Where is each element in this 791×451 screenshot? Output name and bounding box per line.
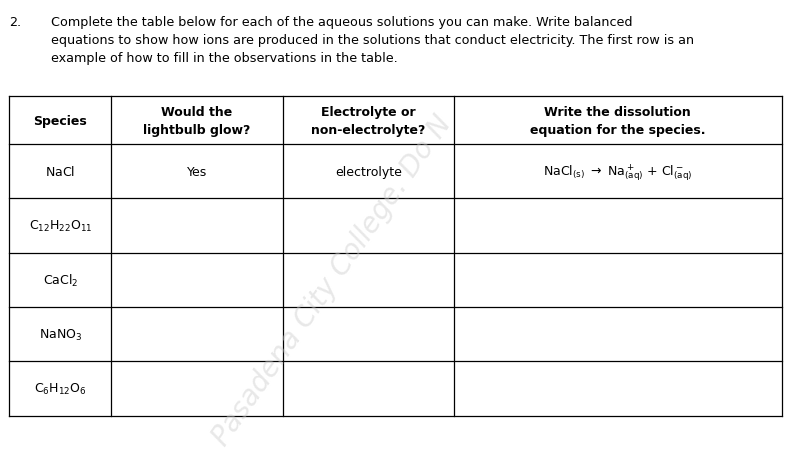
Text: Complete the table below for each of the aqueous solutions you can make. Write b: Complete the table below for each of the… (51, 16, 694, 64)
Text: $\mathregular{C_6H_{12}O_6}$: $\mathregular{C_6H_{12}O_6}$ (34, 381, 87, 396)
Text: $\mathregular{C_{12}H_{22}O_{11}}$: $\mathregular{C_{12}H_{22}O_{11}}$ (28, 218, 93, 234)
Text: $\mathregular{NaCl_{(s)}}$ $\rightarrow$ $\mathregular{Na^+_{(aq)}}$ + $\mathreg: $\mathregular{NaCl_{(s)}}$ $\rightarrow$… (543, 161, 693, 182)
Text: 2.: 2. (9, 16, 21, 29)
Text: Pasadena City College. Do N: Pasadena City College. Do N (207, 110, 457, 450)
Text: $\mathregular{NaCl}$: $\mathregular{NaCl}$ (45, 165, 75, 179)
Text: Would the
lightbulb glow?: Would the lightbulb glow? (143, 106, 251, 136)
Text: Write the dissolution
equation for the species.: Write the dissolution equation for the s… (530, 106, 706, 136)
Text: electrolyte: electrolyte (335, 166, 402, 178)
Text: Species: Species (33, 115, 87, 127)
Text: $\mathregular{CaCl_2}$: $\mathregular{CaCl_2}$ (43, 272, 78, 288)
Text: $\mathregular{NaNO_3}$: $\mathregular{NaNO_3}$ (39, 327, 82, 342)
Text: Yes: Yes (187, 166, 207, 178)
Text: Electrolyte or
non-electrolyte?: Electrolyte or non-electrolyte? (312, 106, 426, 136)
